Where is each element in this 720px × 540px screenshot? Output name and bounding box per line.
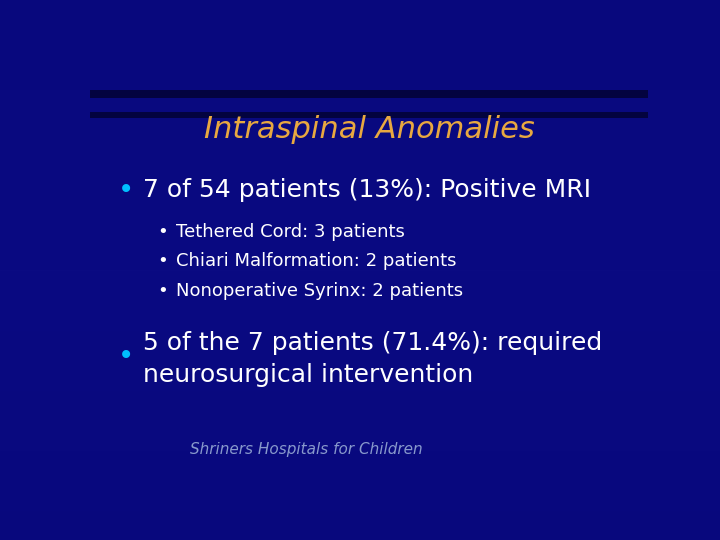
- Text: 7 of 54 patients (13%): Positive MRI: 7 of 54 patients (13%): Positive MRI: [143, 178, 591, 201]
- Text: •: •: [118, 176, 134, 204]
- Text: •: •: [157, 281, 168, 300]
- Bar: [90, 90, 648, 98]
- Text: 5 of the 7 patients (71.4%): required: 5 of the 7 patients (71.4%): required: [143, 332, 602, 355]
- Text: •: •: [157, 224, 168, 241]
- Text: neurosurgical intervention: neurosurgical intervention: [143, 362, 473, 387]
- Text: Intraspinal Anomalies: Intraspinal Anomalies: [204, 114, 534, 144]
- Text: Tethered Cord: 3 patients: Tethered Cord: 3 patients: [176, 224, 405, 241]
- Text: •: •: [157, 253, 168, 271]
- Text: Nonoperative Syrinx: 2 patients: Nonoperative Syrinx: 2 patients: [176, 281, 464, 300]
- Text: Shriners Hospitals for Children: Shriners Hospitals for Children: [190, 442, 423, 457]
- Bar: [90, 112, 648, 118]
- Text: Chiari Malformation: 2 patients: Chiari Malformation: 2 patients: [176, 253, 457, 271]
- Text: •: •: [118, 342, 134, 370]
